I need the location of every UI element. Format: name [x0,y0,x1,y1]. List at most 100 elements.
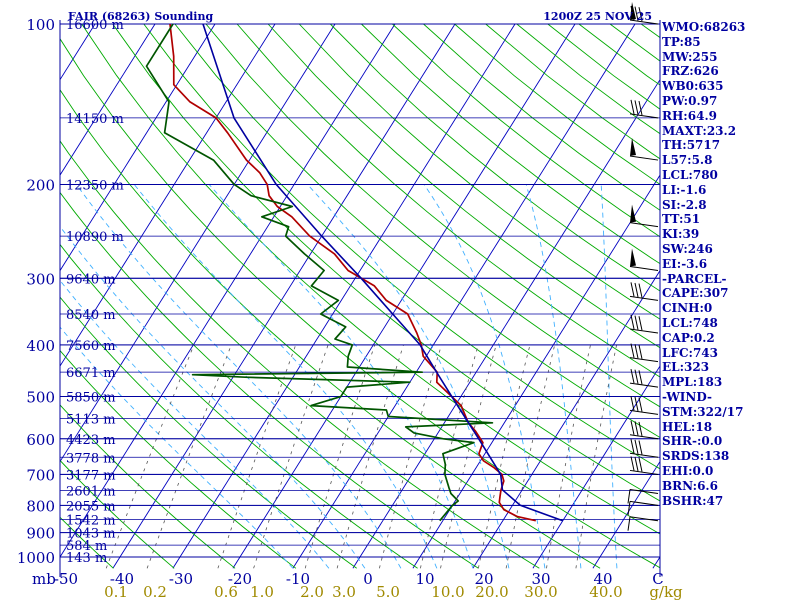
index-line: LFC:743 [662,345,718,360]
mixing-ratio-line [505,344,556,569]
index-line: SW:246 [662,241,713,256]
temperature-tick-label: 30 [531,570,550,588]
index-line: CAPE:307 [662,286,729,301]
index-line: MPL:183 [662,375,723,390]
index-line: -PARCEL- [662,271,727,286]
dry-adiabat-line [329,23,660,292]
dry-adiabat-line [60,404,236,569]
mixing-ratio-label: 0.2 [143,583,167,600]
dry-adiabat-line [60,349,297,569]
dry-adiabat-line [60,37,660,569]
index-line: MAXT:23.2 [662,123,737,138]
mixing-ratio-label: g/kg [649,583,683,600]
index-line: HEL:18 [662,419,713,434]
dry-adiabat-line [112,23,660,502]
dry-adiabat-line [60,243,418,569]
index-line: WB0:635 [662,79,724,94]
mixing-ratio-line [304,344,376,569]
temperature-tick-label: -30 [169,570,193,588]
wind-barb [629,282,659,301]
dry-adiabat-line [361,23,660,265]
dry-adiabat-line [143,23,660,470]
mixing-ratio-label: 1.0 [250,583,274,600]
height-label: 5113 m [66,413,116,428]
index-line: LCL:748 [662,315,718,330]
index-line: STM:322/17 [662,404,744,419]
isotherm-line [60,23,396,558]
wind-barb [627,488,659,504]
dry-adiabat-line [298,23,660,320]
sounding-series [145,23,564,522]
temperature-tick-label: -10 [286,570,310,588]
isotherm-line [0,24,35,568]
parcel-line [202,23,564,522]
dry-adiabat-grid [60,23,660,569]
wind-barb [629,2,659,25]
dewpoint-line [145,23,494,522]
isotherm-line [172,23,516,569]
index-line: FRZ:626 [662,64,719,79]
isotherm-grid [0,23,660,569]
mixing-ratio-grid [105,344,617,569]
temperature-tick-label: 40 [593,570,612,588]
height-label: 584 m [66,539,107,554]
wind-barb [629,368,659,388]
dry-adiabat-line [60,191,479,569]
isobar-grid [60,23,660,558]
indices-panel: WMO:68263 TP:85 MW:255 FRZ:626 WB0:635 PW:0.9… [662,20,798,508]
height-label: 7560 m [66,339,116,354]
pressure-tick-label: 400 [26,337,55,355]
mixing-ratio-line [217,344,297,569]
pressure-tick-label: 100 [26,16,55,34]
index-line: TT:51 [662,212,701,227]
moist-adiabat-line [423,184,546,569]
isotherm-line [60,23,276,367]
height-label: 14150 m [66,112,124,127]
mixing-ratio-line [546,344,591,569]
dry-adiabat-line [236,23,660,378]
height-label: 1542 m [66,513,116,528]
index-line: MW:255 [662,49,718,64]
height-label: 12350 m [66,178,124,193]
index-line: L57:5.8 [662,153,713,168]
isotherm-line [112,23,456,569]
index-line: TP:85 [662,34,701,49]
isotherm-line [592,460,660,569]
wind-barb [627,500,659,516]
isotherm-line [292,23,636,569]
temperature-tick-label: 20 [474,570,493,588]
temperature-line [169,23,536,522]
mixing-ratio-label: 5.0 [376,583,400,600]
pressure-tick-label: 500 [26,389,55,407]
isotherm-line [60,23,156,176]
wind-barb [629,138,659,161]
pressure-tick-label: 1000 [17,549,55,567]
temperature-tick-label: -20 [228,570,252,588]
mixing-ratio-label: 3.0 [332,583,356,600]
wind-barb [629,343,659,363]
height-label: 1043 m [66,527,116,542]
height-label: 2055 m [66,499,116,514]
moist-adiabat-line [600,184,618,569]
isotherm-line [412,174,660,569]
mixing-ratio-line [379,344,442,569]
index-line: EI:-3.6 [662,256,708,271]
temperature-tick-label: -40 [110,570,134,588]
wind-barb [627,516,659,531]
index-line: SI:-2.8 [662,197,707,212]
height-label: 9640 m [66,272,116,287]
moist-adiabat-line [133,184,438,569]
height-label: 4423 m [66,433,116,448]
index-line: KI:39 [662,227,700,242]
wind-barb [629,204,659,228]
moist-adiabat-line [60,279,330,569]
moist-adiabat-line [307,184,510,569]
dry-adiabat-line [60,296,357,569]
index-line: SRDS:138 [662,449,730,464]
mixing-ratio-label: 40.0 [589,583,622,600]
index-line: PW:0.97 [662,93,718,108]
height-label: 143 m [66,551,107,566]
pressure-tick-label: 700 [26,466,55,484]
isotherm-line [60,23,336,463]
wind-barb [629,439,659,458]
